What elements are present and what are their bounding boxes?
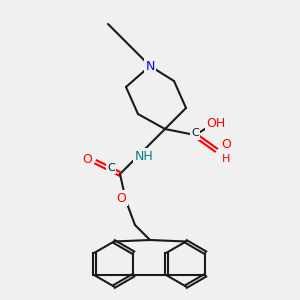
Text: C: C xyxy=(107,163,115,173)
Text: O: O xyxy=(82,152,92,166)
Text: O: O xyxy=(222,137,231,151)
Text: C: C xyxy=(191,128,199,139)
Text: H: H xyxy=(222,154,231,164)
Text: NH: NH xyxy=(135,149,153,163)
Text: OH: OH xyxy=(206,116,226,130)
Text: O: O xyxy=(117,191,126,205)
Text: N: N xyxy=(145,59,155,73)
